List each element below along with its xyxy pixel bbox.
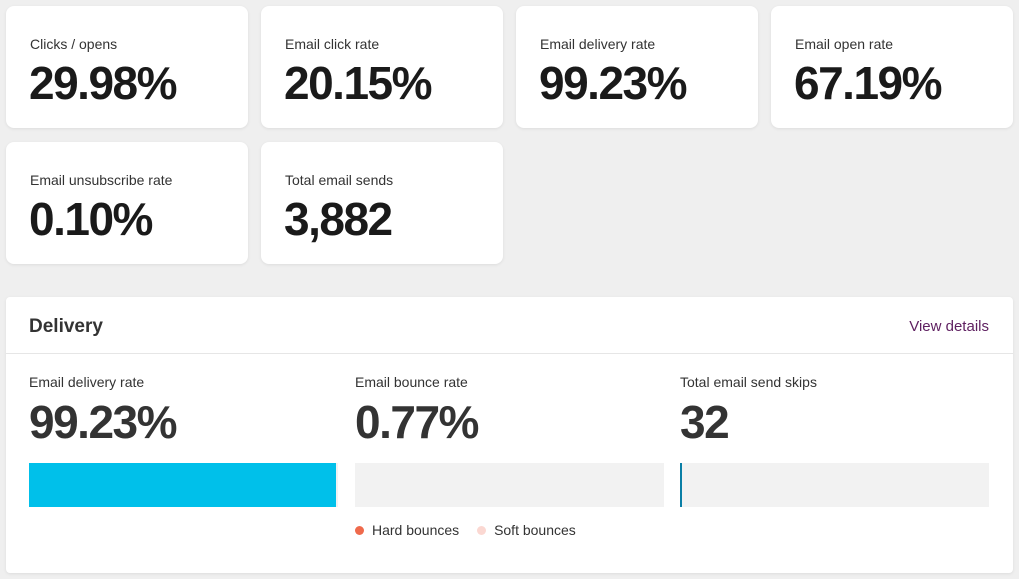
metric-label: Email delivery rate xyxy=(29,374,145,390)
stat-label: Email unsubscribe rate xyxy=(30,172,173,188)
stat-label: Total email sends xyxy=(285,172,394,188)
legend-label: Hard bounces xyxy=(372,522,460,538)
send-skips-bar-fill xyxy=(680,463,682,507)
stat-card-email-delivery-rate: Email delivery rate 99.23% xyxy=(516,6,758,128)
delivery-rate-bar[interactable] xyxy=(29,463,338,507)
delivery-rate-bar-fill xyxy=(29,463,336,507)
stat-value: 29.98% xyxy=(29,57,178,109)
metric-value: 99.23% xyxy=(29,396,178,448)
hard-bounces-dot-icon xyxy=(355,526,364,535)
stat-value: 3,882 xyxy=(284,193,393,245)
bounce-legend: Hard bounces Soft bounces xyxy=(355,522,590,538)
legend-item-hard-bounces[interactable]: Hard bounces xyxy=(355,522,459,538)
stat-card-email-unsubscribe-rate: Email unsubscribe rate 0.10% xyxy=(6,142,248,264)
bounce-rate-bar[interactable] xyxy=(355,463,664,507)
metric-label: Email bounce rate xyxy=(355,374,468,390)
stat-card-total-email-sends: Total email sends 3,882 xyxy=(261,142,503,264)
delivery-panel-header: Delivery View details xyxy=(6,297,1013,354)
stat-card-email-click-rate: Email click rate 20.15% xyxy=(261,6,503,128)
delivery-title: Delivery xyxy=(29,316,103,337)
stat-value: 67.19% xyxy=(794,57,943,109)
bounce-rate-bar-fill xyxy=(355,463,357,507)
stat-label: Email click rate xyxy=(285,36,380,52)
stat-value: 0.10% xyxy=(29,193,153,245)
stat-value: 99.23% xyxy=(539,57,688,109)
metric-email-delivery-rate: Email delivery rate 99.23% xyxy=(29,354,339,514)
metric-label: Total email send skips xyxy=(680,374,817,390)
stat-card-email-open-rate: Email open rate 67.19% xyxy=(771,6,1013,128)
stat-card-clicks-opens: Clicks / opens 29.98% xyxy=(6,6,248,128)
stat-label: Clicks / opens xyxy=(30,36,118,52)
metric-value: 0.77% xyxy=(355,396,479,448)
legend-label: Soft bounces xyxy=(494,522,576,538)
metric-email-bounce-rate: Email bounce rate 0.77% xyxy=(355,354,665,514)
delivery-panel: Delivery View details Email delivery rat… xyxy=(6,297,1013,573)
stat-label: Email delivery rate xyxy=(540,36,656,52)
soft-bounces-dot-icon xyxy=(477,526,487,535)
send-skips-bar[interactable] xyxy=(680,463,989,507)
metric-value: 32 xyxy=(680,396,730,448)
stat-label: Email open rate xyxy=(795,36,894,52)
legend-item-soft-bounces[interactable]: Soft bounces xyxy=(477,522,576,538)
view-details-link[interactable]: View details xyxy=(909,318,989,335)
metric-total-email-send-skips: Total email send skips 32 xyxy=(680,354,990,514)
stat-value: 20.15% xyxy=(284,57,433,109)
